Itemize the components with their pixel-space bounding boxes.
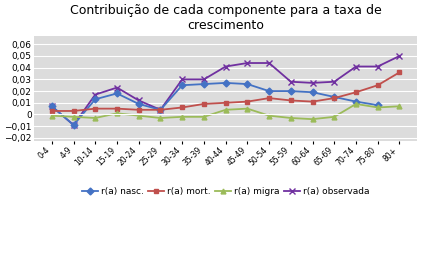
r(a) mort. <box>310 100 315 103</box>
r(a) nasc. <box>49 105 54 108</box>
r(a) migra <box>288 116 293 120</box>
r(a) nasc. <box>158 108 163 111</box>
r(a) migra <box>332 115 337 119</box>
r(a) mort. <box>245 100 250 103</box>
r(a) nasc. <box>375 104 380 107</box>
r(a) observada <box>49 105 54 108</box>
Legend: r(a) nasc., r(a) mort., r(a) migra, r(a) observada: r(a) nasc., r(a) mort., r(a) migra, r(a)… <box>78 184 373 200</box>
r(a) migra <box>93 116 98 120</box>
Line: r(a) migra: r(a) migra <box>49 101 402 121</box>
r(a) nasc. <box>266 89 272 93</box>
r(a) observada <box>310 81 315 84</box>
r(a) observada <box>180 78 185 81</box>
r(a) observada <box>93 93 98 96</box>
r(a) migra <box>375 106 380 109</box>
r(a) mort. <box>266 96 272 100</box>
r(a) migra <box>180 115 185 119</box>
r(a) nasc. <box>136 102 141 105</box>
r(a) observada <box>397 54 402 58</box>
r(a) mort. <box>115 107 120 110</box>
r(a) nasc. <box>115 92 120 95</box>
r(a) nasc. <box>354 100 359 103</box>
r(a) nasc. <box>93 98 98 101</box>
r(a) nasc. <box>223 81 228 84</box>
r(a) migra <box>223 108 228 111</box>
r(a) mort. <box>93 107 98 110</box>
Line: r(a) nasc.: r(a) nasc. <box>49 80 380 127</box>
r(a) migra <box>266 114 272 117</box>
r(a) nasc. <box>71 123 76 127</box>
r(a) migra <box>158 116 163 120</box>
r(a) observada <box>266 61 272 65</box>
r(a) mort. <box>288 99 293 102</box>
r(a) mort. <box>375 84 380 87</box>
r(a) observada <box>136 99 141 102</box>
r(a) nasc. <box>288 89 293 93</box>
r(a) mort. <box>49 109 54 113</box>
Line: r(a) mort.: r(a) mort. <box>49 70 402 113</box>
r(a) observada <box>223 65 228 68</box>
r(a) mort. <box>397 71 402 74</box>
r(a) migra <box>136 114 141 117</box>
r(a) migra <box>49 114 54 117</box>
r(a) mort. <box>332 96 337 100</box>
r(a) migra <box>310 117 315 121</box>
r(a) observada <box>201 78 206 81</box>
r(a) mort. <box>136 108 141 111</box>
r(a) nasc. <box>201 83 206 86</box>
r(a) nasc. <box>245 83 250 86</box>
Line: r(a) observada: r(a) observada <box>49 53 402 128</box>
r(a) mort. <box>180 106 185 109</box>
r(a) nasc. <box>180 84 185 87</box>
r(a) mort. <box>223 101 228 104</box>
r(a) observada <box>71 123 76 127</box>
Title: Contribuição de cada componente para a taxa de
crescimento: Contribuição de cada componente para a t… <box>70 4 381 32</box>
r(a) nasc. <box>310 91 315 94</box>
r(a) nasc. <box>332 95 337 99</box>
r(a) migra <box>397 105 402 108</box>
r(a) migra <box>201 115 206 119</box>
r(a) mort. <box>71 109 76 113</box>
r(a) observada <box>332 80 337 83</box>
r(a) observada <box>288 80 293 83</box>
r(a) observada <box>115 86 120 89</box>
r(a) observada <box>375 65 380 68</box>
r(a) observada <box>354 65 359 68</box>
r(a) observada <box>245 61 250 65</box>
r(a) migra <box>354 102 359 105</box>
r(a) mort. <box>201 102 206 105</box>
r(a) observada <box>158 108 163 111</box>
r(a) migra <box>245 107 250 110</box>
r(a) mort. <box>158 108 163 111</box>
r(a) migra <box>115 112 120 115</box>
r(a) mort. <box>354 91 359 94</box>
r(a) migra <box>71 115 76 119</box>
